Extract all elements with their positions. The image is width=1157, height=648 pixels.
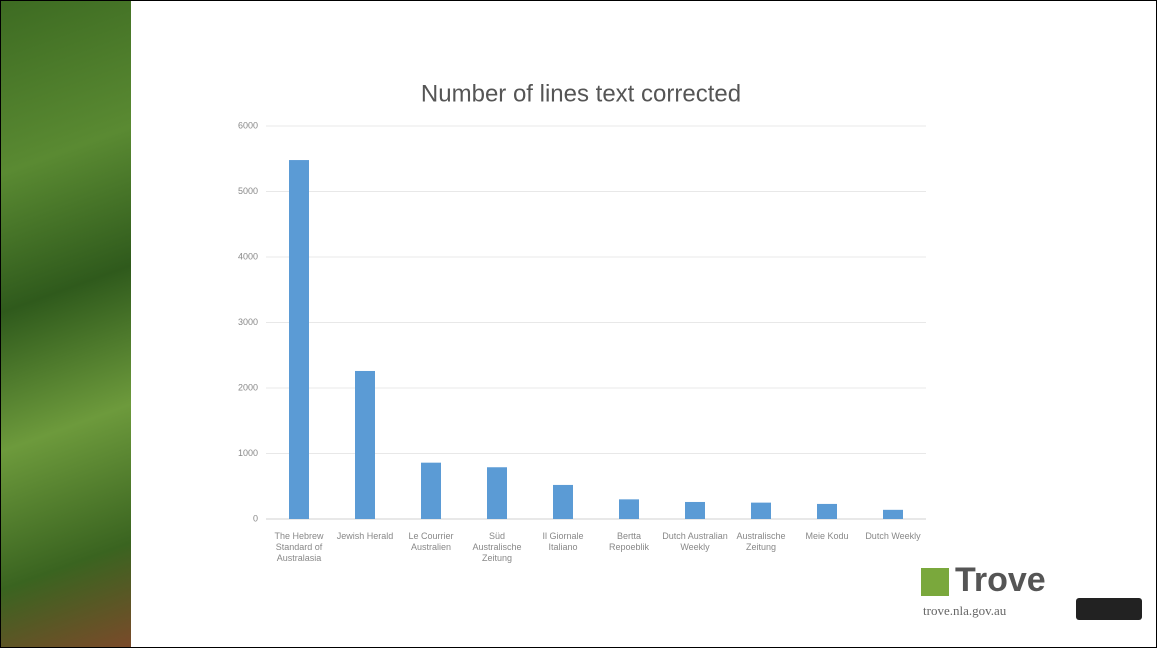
x-tick-label: Dutch Australian Weekly [662, 531, 728, 552]
bar [685, 501, 705, 519]
y-tick-label: 2000 [238, 382, 258, 392]
bar [883, 509, 903, 519]
logo-icon [921, 568, 949, 597]
bar [289, 160, 309, 519]
bar [553, 484, 573, 519]
x-tick-label: Bertta Repoeblik [608, 531, 650, 552]
bar [751, 502, 771, 519]
decorative-strip [1, 1, 131, 647]
bar [619, 499, 639, 519]
logo: Trove [921, 561, 1046, 600]
logo-url: trove.nla.gov.au [923, 603, 1007, 618]
chart-title: Number of lines text corrected [421, 80, 741, 107]
x-tick-label: Süd Australische Zeitung [472, 531, 522, 563]
x-tick-label: Australische Zeitung [736, 531, 786, 552]
bar [817, 503, 837, 519]
license-badge [1076, 598, 1142, 620]
y-tick-label: 1000 [238, 448, 258, 458]
y-tick-label: 4000 [238, 251, 258, 261]
logo-name: Trove [955, 561, 1046, 599]
y-tick-label: 6000 [238, 120, 258, 130]
x-tick-label: The Hebrew Standard of Australasia [274, 531, 324, 563]
y-tick-label: 5000 [238, 186, 258, 196]
bar [487, 467, 507, 519]
bar [421, 462, 441, 519]
y-tick-label: 0 [253, 513, 258, 523]
x-tick-label: Il Giornale Italiano [542, 531, 584, 552]
y-tick-label: 3000 [238, 317, 258, 327]
bar [355, 370, 375, 519]
x-tick-label: Meie Kodu [805, 531, 849, 541]
x-tick-label: Le Courrier Australien [408, 531, 454, 552]
x-tick-label: Dutch Weekly [865, 531, 921, 541]
x-tick-label: Jewish Herald [336, 531, 394, 541]
